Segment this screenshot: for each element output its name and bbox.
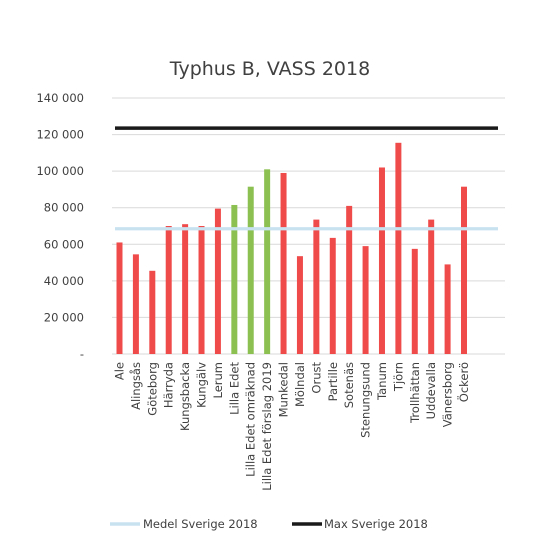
y-tick-label: 120 000 xyxy=(36,128,84,142)
gridlines xyxy=(112,97,505,355)
bar xyxy=(395,142,402,354)
legend-label-max: Max Sverige 2018 xyxy=(324,517,428,531)
x-tick-label: Ale xyxy=(113,362,127,380)
bar xyxy=(182,224,189,354)
x-tick-label: Härryda xyxy=(162,362,176,408)
bar xyxy=(280,172,287,354)
y-tick-label: 100 000 xyxy=(36,164,84,178)
bar xyxy=(165,226,172,354)
bar xyxy=(149,270,156,354)
x-tick-label: Munkedal xyxy=(277,362,291,417)
x-tick-label: Mölndal xyxy=(293,362,307,407)
bar xyxy=(264,169,271,354)
bar xyxy=(198,226,205,354)
bars xyxy=(116,142,467,354)
x-tick-label: Kungälv xyxy=(195,362,209,408)
x-tick-label: Lilla Edet xyxy=(227,362,241,415)
x-tick-label: Göteborg xyxy=(145,362,159,416)
bar xyxy=(313,219,320,354)
legend: Medel Sverige 2018 Max Sverige 2018 xyxy=(110,517,428,531)
x-tick-label: Stenungsund xyxy=(359,362,373,438)
chart-title: Typhus B, VASS 2018 xyxy=(169,58,370,80)
x-tick-label: Lerum xyxy=(211,362,225,399)
x-tick-label: Uddevalla xyxy=(424,362,438,419)
y-axis-ticks: - 20 000 40 000 60 000 80 000 100 000 120 000 1… xyxy=(36,91,84,361)
x-tick-label: Vänersborg xyxy=(441,362,455,427)
bar xyxy=(132,254,139,354)
x-tick-label: Lilla Edet förslag 2019 xyxy=(260,362,274,491)
x-tick-label: Öckerö xyxy=(455,362,471,402)
x-tick-label: Partille xyxy=(326,362,340,401)
bar xyxy=(247,186,254,354)
bar xyxy=(428,219,435,354)
x-tick-label: Sotenäs xyxy=(342,362,356,408)
x-tick-label: Lilla Edet omräknad xyxy=(244,362,258,477)
y-tick-label: 80 000 xyxy=(44,201,84,215)
y-tick-label: 140 000 xyxy=(36,91,84,105)
bar xyxy=(116,242,123,354)
x-tick-label: Tjörn xyxy=(391,362,405,392)
bar xyxy=(346,205,353,354)
bar xyxy=(231,204,238,354)
y-tick-label: 40 000 xyxy=(44,274,84,288)
bar xyxy=(329,237,336,354)
bar xyxy=(296,256,303,354)
y-tick-label: 60 000 xyxy=(44,237,84,251)
bar xyxy=(444,264,451,354)
x-tick-label: Trollhättan xyxy=(408,362,422,424)
x-axis-labels: Ale Alingsås Göteborg Härryda Kungsbacka Kung… xyxy=(113,362,472,491)
x-tick-label: Tanum xyxy=(375,362,389,401)
y-tick-label: 20 000 xyxy=(44,310,84,324)
bar xyxy=(461,186,467,354)
bar xyxy=(214,208,221,354)
bar xyxy=(378,167,385,354)
bar xyxy=(411,248,418,354)
reference-lines xyxy=(115,126,498,231)
legend-label-medel: Medel Sverige 2018 xyxy=(143,517,258,531)
bar xyxy=(362,246,369,354)
x-tick-label: Orust xyxy=(309,362,323,394)
y-tick-label: - xyxy=(80,347,84,361)
x-tick-label: Kungsbacka xyxy=(178,362,192,431)
x-tick-label: Alingsås xyxy=(129,362,143,410)
